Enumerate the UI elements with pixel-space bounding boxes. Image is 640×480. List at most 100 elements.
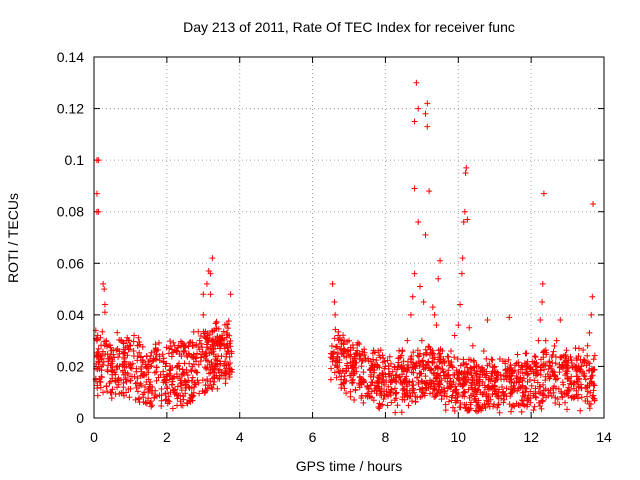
data-point	[522, 362, 529, 369]
data-point	[216, 366, 223, 373]
data-point	[343, 365, 350, 372]
data-point	[178, 353, 185, 360]
data-point	[486, 360, 493, 367]
data-point	[116, 363, 123, 370]
data-point	[492, 377, 499, 384]
data-point	[194, 369, 201, 376]
data-point	[174, 348, 181, 355]
data-point	[559, 379, 566, 386]
data-point	[445, 398, 452, 405]
data-point	[145, 361, 152, 368]
data-point	[479, 379, 486, 386]
data-point	[495, 402, 502, 409]
data-point	[95, 157, 102, 164]
data-point	[518, 408, 525, 415]
data-point	[171, 373, 178, 380]
data-point	[509, 389, 516, 396]
data-point	[482, 384, 489, 391]
data-point	[460, 356, 467, 363]
data-point	[224, 344, 231, 351]
data-point	[539, 298, 546, 305]
data-point	[431, 386, 438, 393]
data-point	[169, 364, 176, 371]
data-point	[331, 298, 338, 305]
data-point	[404, 337, 411, 344]
x-tick-label: 0	[90, 429, 98, 445]
data-point	[477, 368, 484, 375]
data-point	[173, 364, 180, 371]
data-point	[225, 347, 232, 354]
data-point	[327, 376, 334, 383]
y-tick-label: 0.1	[65, 152, 85, 168]
data-point	[536, 383, 543, 390]
data-point	[491, 384, 498, 391]
data-point	[349, 342, 356, 348]
data-point	[568, 381, 575, 388]
data-point	[473, 370, 480, 377]
data-point	[226, 354, 233, 361]
data-point	[419, 378, 426, 385]
data-point	[198, 340, 205, 347]
data-point	[527, 364, 534, 371]
data-point	[103, 383, 110, 390]
data-point	[160, 379, 167, 386]
data-point	[133, 384, 140, 391]
data-point	[362, 355, 369, 362]
data-point	[376, 352, 383, 359]
data-point	[441, 359, 448, 366]
data-point	[395, 363, 402, 370]
data-point	[331, 335, 338, 342]
y-tick-label: 0.02	[57, 358, 84, 374]
data-point	[105, 358, 112, 365]
data-point	[548, 365, 555, 372]
data-point	[487, 385, 494, 392]
data-point	[393, 366, 400, 373]
data-point	[461, 380, 468, 387]
data-point	[197, 333, 204, 340]
data-point	[174, 402, 181, 409]
data-point	[196, 337, 203, 344]
data-point	[356, 373, 363, 380]
data-point	[573, 357, 580, 364]
data-point	[169, 405, 176, 412]
data-point	[136, 399, 143, 406]
data-point	[112, 391, 119, 398]
data-point	[515, 369, 522, 376]
data-point	[564, 368, 571, 375]
data-point	[401, 386, 408, 393]
data-point	[181, 377, 188, 384]
data-point	[485, 376, 492, 383]
data-point	[519, 377, 526, 384]
data-point	[135, 334, 142, 341]
data-point	[459, 255, 466, 262]
data-point	[506, 314, 513, 321]
data-point	[496, 355, 503, 362]
data-point	[424, 100, 431, 107]
data-point	[127, 361, 134, 368]
data-point	[396, 347, 403, 354]
data-point	[489, 391, 496, 398]
data-point	[136, 338, 143, 345]
data-point	[417, 394, 424, 401]
data-point	[189, 343, 196, 350]
data-point	[532, 393, 539, 400]
data-point	[503, 385, 510, 392]
data-point	[540, 366, 547, 373]
data-point	[137, 380, 144, 387]
data-point	[151, 369, 158, 376]
data-point	[518, 397, 525, 404]
data-point	[369, 379, 376, 386]
data-point	[204, 358, 211, 365]
data-point	[367, 366, 374, 373]
data-point	[535, 388, 542, 395]
data-point	[375, 403, 382, 410]
data-point	[188, 368, 195, 375]
data-point	[591, 352, 598, 359]
data-point	[457, 301, 464, 308]
data-point	[203, 365, 210, 372]
data-point	[167, 389, 174, 396]
data-point	[442, 401, 449, 408]
data-point	[438, 396, 445, 403]
data-point	[586, 405, 593, 412]
data-point	[143, 353, 150, 360]
